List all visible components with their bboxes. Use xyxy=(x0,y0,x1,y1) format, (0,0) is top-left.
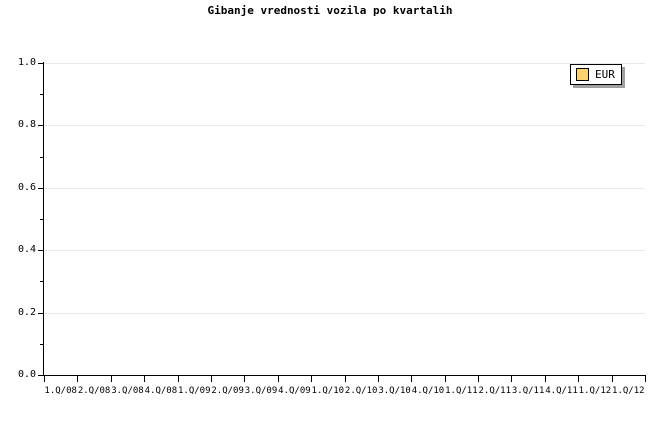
y-axis-label: 0.8 xyxy=(17,119,36,131)
y-axis-label: 1.0 xyxy=(17,57,36,68)
x-axis-tick xyxy=(311,376,312,382)
plot-area xyxy=(44,63,645,376)
x-axis-label: 3.Q/11 xyxy=(511,386,545,396)
x-axis-tick xyxy=(445,376,446,382)
x-axis-label: 2.Q/09 xyxy=(211,386,244,396)
x-axis-tick xyxy=(645,376,646,382)
x-axis-tick xyxy=(345,376,346,382)
x-axis-label: 3.Q/08 xyxy=(111,386,144,396)
x-axis-tick xyxy=(612,376,613,382)
gridline-horizontal xyxy=(44,312,645,314)
x-axis-tick xyxy=(411,376,412,382)
y-axis-tick-minor xyxy=(40,219,44,220)
y-axis-label: 0.0 xyxy=(17,369,36,380)
x-axis-label: 1.Q/10 xyxy=(311,386,345,396)
x-axis-label: 2.Q/08 xyxy=(77,386,111,396)
x-axis-label: 1.Q/12 xyxy=(612,386,645,396)
x-axis-label: 3.Q/10 xyxy=(378,386,411,396)
x-axis-tick xyxy=(378,376,379,382)
x-axis-tick xyxy=(211,376,212,382)
x-axis-label: 1.Q/09 xyxy=(177,386,211,396)
x-axis-tick xyxy=(111,376,112,382)
x-axis-label: 2.Q/10 xyxy=(344,386,378,396)
x-axis-label: 4.Q/09 xyxy=(278,386,311,396)
legend-label-eur: EUR xyxy=(595,67,615,81)
x-axis-tick xyxy=(44,376,45,382)
y-axis-tick-minor xyxy=(40,156,44,158)
y-axis-tick-major xyxy=(38,312,44,314)
legend-swatch-eur-icon xyxy=(576,68,589,81)
chart-legend: EUR xyxy=(570,64,622,85)
x-axis-tick xyxy=(511,376,512,382)
chart-title: Gibanje vrednosti vozila po kvartalih xyxy=(207,4,453,17)
x-axis-tick xyxy=(478,376,479,382)
x-axis-label: 1.Q/11 xyxy=(445,386,478,396)
x-axis-tick xyxy=(278,376,279,382)
x-axis-label: 2.Q/11 xyxy=(478,386,512,396)
gridline-horizontal xyxy=(44,250,645,252)
x-axis-label: 4.Q/11 xyxy=(545,386,578,396)
y-axis-label: 0.6 xyxy=(17,181,36,193)
x-axis-tick xyxy=(77,376,78,382)
y-axis-label: 0.4 xyxy=(17,244,36,256)
x-axis-tick xyxy=(578,376,579,382)
x-axis-tick xyxy=(178,376,179,382)
x-axis-line xyxy=(43,375,646,376)
gridline-horizontal xyxy=(44,187,645,189)
x-axis-tick xyxy=(545,376,546,382)
y-axis-tick-minor xyxy=(40,94,44,96)
y-axis-tick-major xyxy=(38,250,44,252)
y-axis-tick-major xyxy=(38,187,44,189)
gridline-horizontal xyxy=(44,63,645,64)
y-axis-tick-major xyxy=(38,375,44,376)
x-axis-tick xyxy=(244,376,245,382)
y-axis-tick-major xyxy=(38,63,44,64)
y-axis-tick-minor xyxy=(40,343,44,345)
y-axis-tick-minor xyxy=(40,281,44,283)
x-axis-label: 1.Q/08 xyxy=(44,386,77,396)
y-axis-label: 0.2 xyxy=(17,306,36,318)
x-axis-label: 4.Q/08 xyxy=(144,386,178,396)
x-axis-tick xyxy=(144,376,145,382)
gridline-horizontal xyxy=(44,125,645,127)
x-axis-label: 4.Q/10 xyxy=(411,386,445,396)
x-axis-label: 3.Q/09 xyxy=(244,386,278,396)
x-axis-label: 1.Q/12 xyxy=(578,386,612,396)
y-axis-tick-major xyxy=(38,125,44,127)
